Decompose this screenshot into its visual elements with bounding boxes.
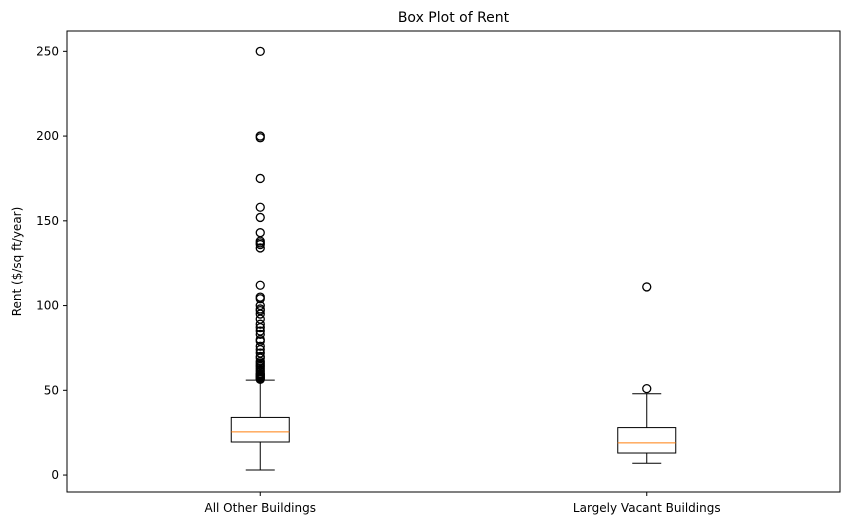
y-tick-label: 150 xyxy=(36,214,59,228)
y-tick-label: 200 xyxy=(36,129,59,143)
y-tick-label: 250 xyxy=(36,44,59,58)
outlier-point xyxy=(255,133,265,143)
outlier-point xyxy=(255,374,265,384)
outlier-point xyxy=(255,228,265,238)
x-axis: All Other Buildings Largely Vacant Buildi… xyxy=(204,492,721,515)
plot-frame xyxy=(66,30,841,493)
y-axis-label: Rent ($/sq ft/year) xyxy=(10,207,24,317)
y-tick-label: 50 xyxy=(44,383,59,397)
outlier-point xyxy=(255,46,265,56)
boxes-group xyxy=(230,46,677,471)
outlier-point xyxy=(255,322,265,333)
y-axis: 0 50 100 150 200 250 xyxy=(36,44,67,482)
x-tick-label: Largely Vacant Buildings xyxy=(573,501,721,515)
y-tick-label: 100 xyxy=(36,299,59,313)
outlier-point xyxy=(255,202,265,212)
outlier-point xyxy=(642,383,652,394)
outlier-point xyxy=(255,173,265,184)
outlier-point xyxy=(255,239,265,250)
y-tick-label: 0 xyxy=(51,468,59,482)
outlier-point xyxy=(255,294,265,304)
outlier-point xyxy=(255,319,265,329)
outlier-point xyxy=(255,329,265,340)
x-tick-label: All Other Buildings xyxy=(204,501,316,515)
outlier-point xyxy=(642,282,652,292)
outlier-point xyxy=(255,212,265,223)
outlier-point xyxy=(255,309,265,319)
chart-title: Box Plot of Rent xyxy=(398,10,510,26)
outlier-point xyxy=(255,280,265,290)
box-iqr xyxy=(230,416,290,443)
outlier-point xyxy=(255,243,265,253)
outlier-point xyxy=(255,341,265,351)
box-iqr xyxy=(617,427,677,454)
